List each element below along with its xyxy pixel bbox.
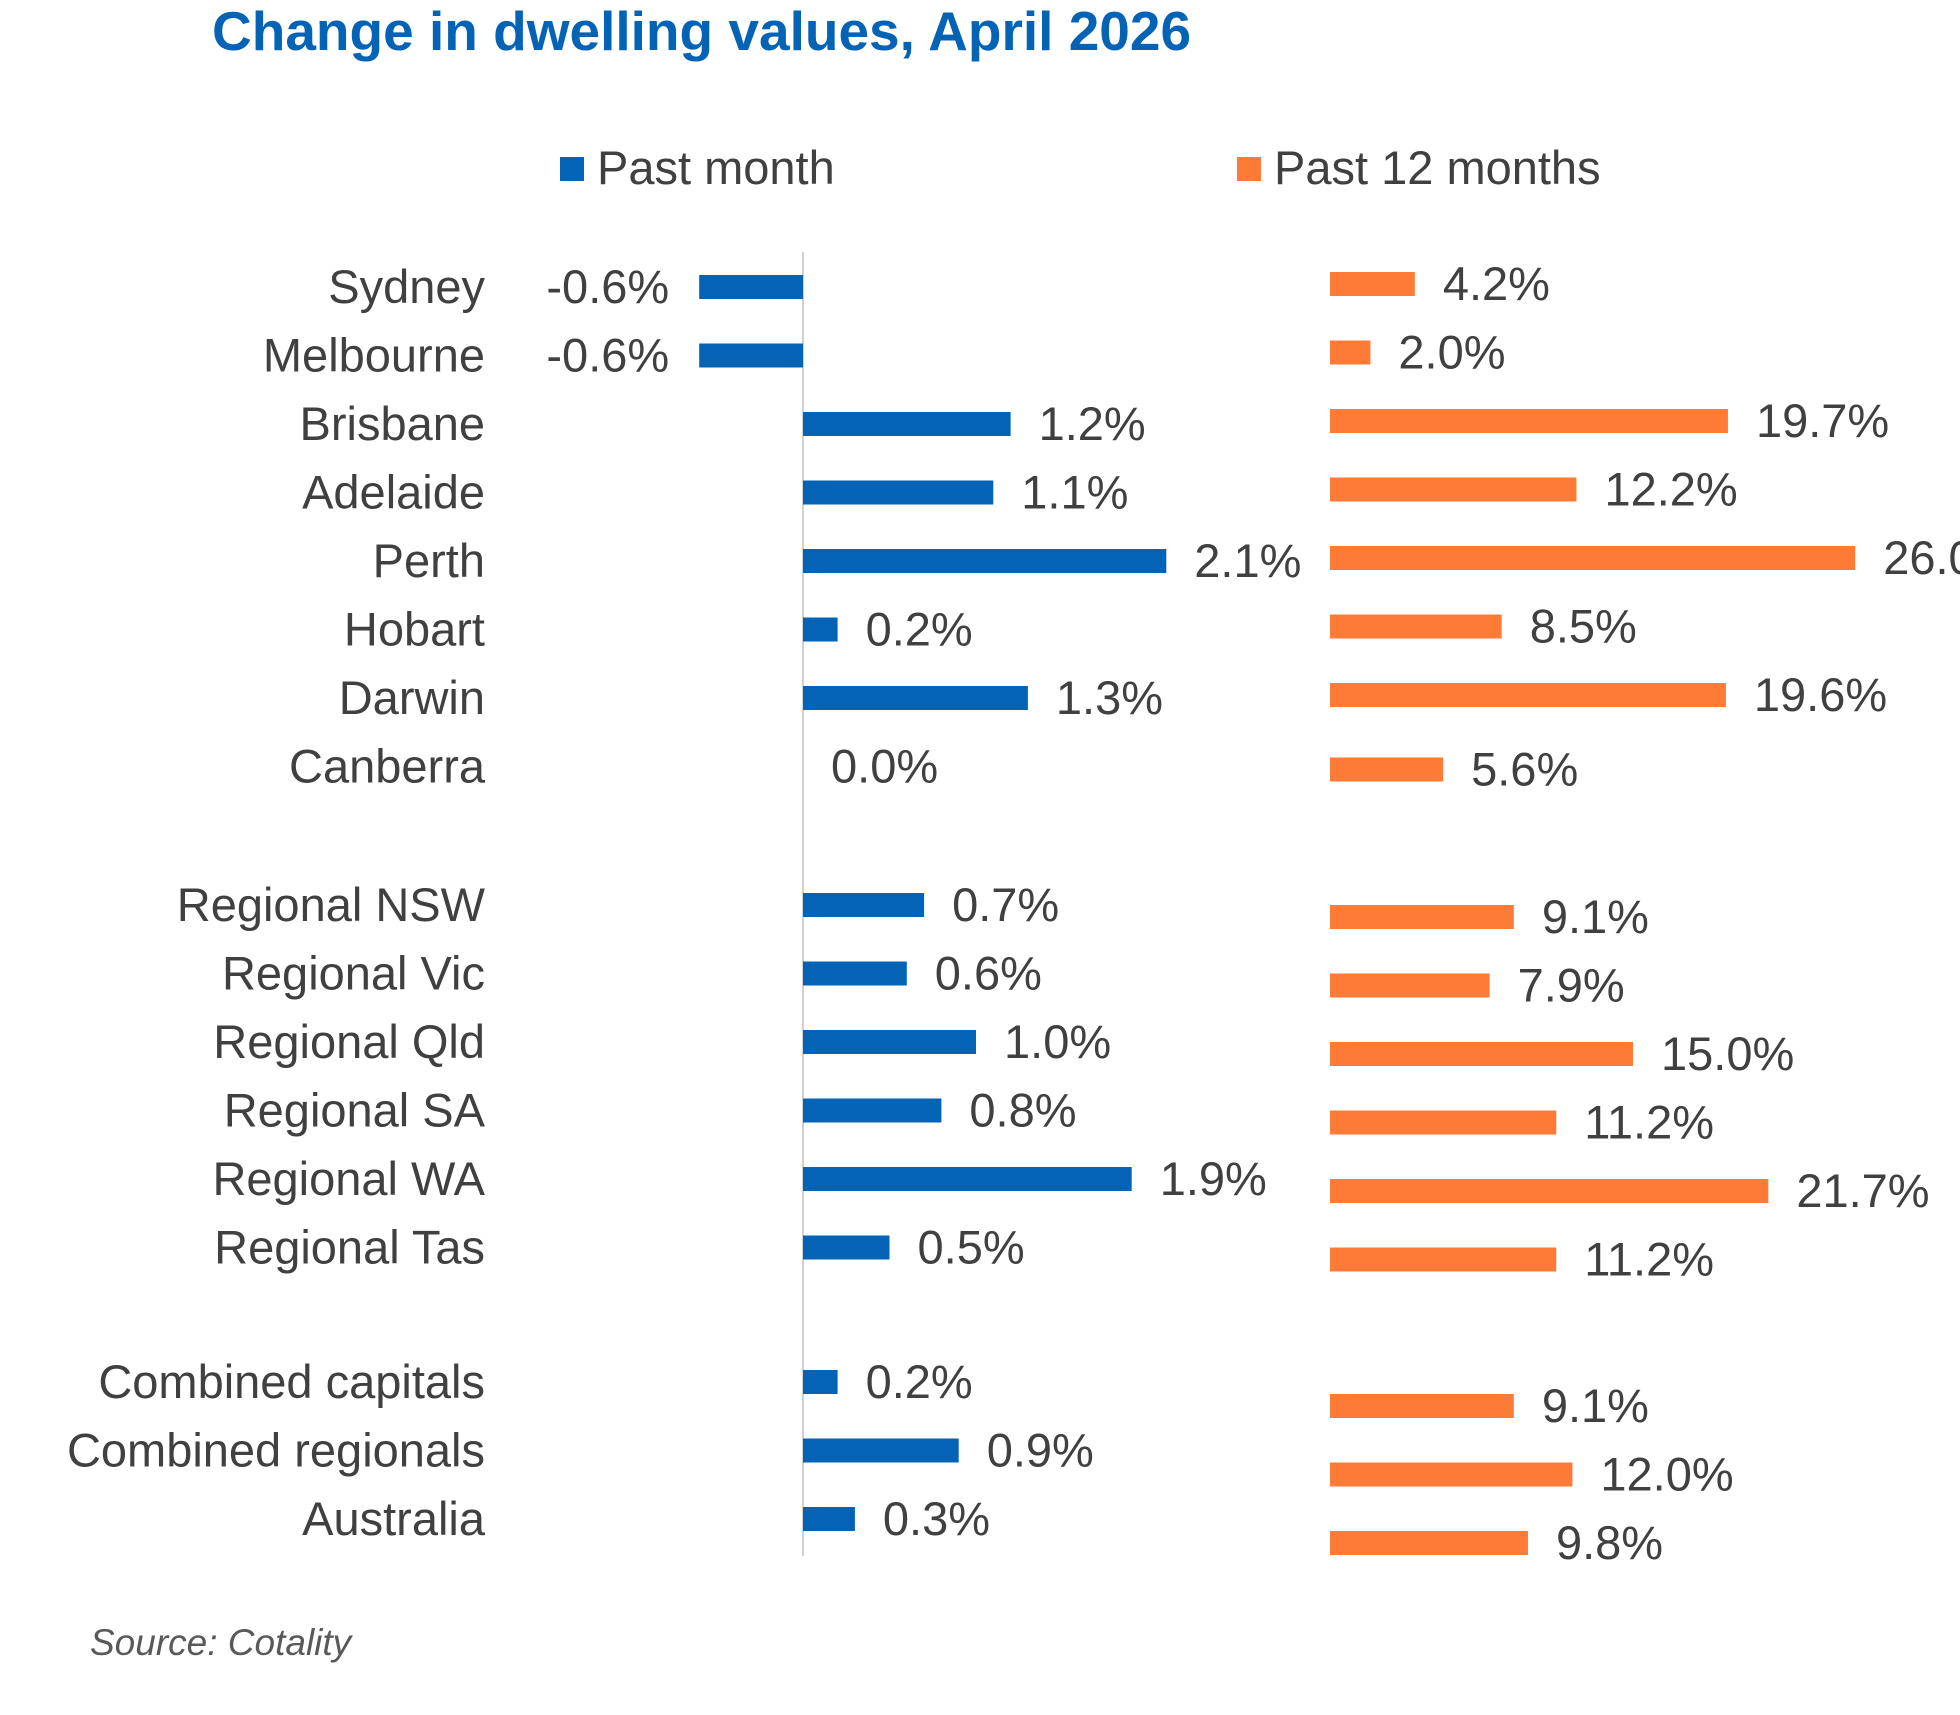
legend-swatch-past-month (560, 157, 584, 181)
bar-past-month-brisbane (803, 412, 1011, 436)
bar-past-month-regional-vic (803, 961, 907, 986)
data-label-past-12-months-darwin: 19.6% (1754, 668, 1887, 721)
bar-past-month-regional-wa (803, 1167, 1132, 1191)
data-label-past-12-months-melbourne: 2.0% (1398, 326, 1505, 379)
category-label-regional-tas: Regional Tas (214, 1221, 485, 1274)
bar-past-12-months-regional-sa (1330, 1110, 1557, 1135)
data-label-past-month-regional-tas: 0.5% (918, 1221, 1025, 1274)
category-label-adelaide: Adelaide (302, 466, 485, 519)
bar-past-month-regional-nsw (803, 893, 925, 917)
category-label-darwin: Darwin (339, 671, 485, 724)
bar-past-month-sydney (699, 275, 803, 299)
data-label-past-12-months-sydney: 4.2% (1443, 257, 1550, 310)
data-label-past-12-months-canberra: 5.6% (1471, 743, 1578, 796)
legend-label-past-12-months: Past 12 months (1274, 141, 1601, 194)
data-label-past-12-months-combined-capitals: 9.1% (1542, 1379, 1649, 1432)
category-label-sydney: Sydney (328, 260, 485, 313)
data-label-past-month-melbourne: -0.6% (546, 329, 669, 382)
data-label-past-month-sydney: -0.6% (546, 260, 669, 313)
bar-past-12-months-regional-nsw (1330, 905, 1514, 929)
bar-past-12-months-perth (1330, 546, 1856, 570)
data-label-past-12-months-regional-vic: 7.9% (1518, 959, 1625, 1012)
category-label-perth: Perth (373, 534, 485, 587)
bar-past-12-months-adelaide (1330, 477, 1577, 502)
bar-past-12-months-regional-tas (1330, 1247, 1557, 1272)
bar-past-month-combined-capitals (803, 1370, 838, 1394)
bar-past-month-regional-qld (803, 1030, 976, 1054)
data-label-past-month-hobart: 0.2% (866, 603, 973, 656)
legend-label-past-month: Past month (597, 141, 835, 194)
bar-past-12-months-brisbane (1330, 409, 1728, 433)
data-label-past-month-combined-regionals: 0.9% (987, 1424, 1094, 1477)
data-label-past-12-months-regional-qld: 15.0% (1661, 1027, 1794, 1080)
data-label-past-month-australia: 0.3% (883, 1492, 990, 1545)
bar-past-month-regional-sa (803, 1098, 942, 1123)
data-label-past-12-months-regional-tas: 11.2% (1584, 1233, 1714, 1286)
bar-past-month-hobart (803, 617, 838, 642)
data-label-past-month-regional-wa: 1.9% (1160, 1152, 1267, 1205)
data-label-past-12-months-australia: 9.8% (1556, 1516, 1663, 1569)
bar-past-12-months-regional-qld (1330, 1042, 1633, 1066)
category-label-regional-wa: Regional WA (212, 1152, 485, 1205)
data-label-past-12-months-regional-wa: 21.7% (1796, 1164, 1929, 1217)
bar-past-month-adelaide (803, 480, 994, 505)
bar-past-12-months-hobart (1330, 614, 1502, 639)
data-label-past-month-regional-sa: 0.8% (969, 1084, 1076, 1137)
bar-past-12-months-melbourne (1330, 340, 1371, 365)
data-label-past-month-perth: 2.1% (1194, 534, 1301, 587)
data-label-past-12-months-brisbane: 19.7% (1756, 394, 1889, 447)
bar-past-month-melbourne (699, 343, 803, 368)
category-label-regional-sa: Regional SA (224, 1084, 486, 1137)
category-label-regional-qld: Regional Qld (213, 1015, 485, 1068)
bar-past-12-months-australia (1330, 1531, 1528, 1555)
category-label-melbourne: Melbourne (263, 329, 485, 382)
bar-past-12-months-sydney (1330, 272, 1415, 296)
category-label-hobart: Hobart (344, 603, 485, 656)
data-label-past-12-months-perth: 26.0% (1883, 531, 1960, 584)
category-label-australia: Australia (302, 1492, 486, 1545)
bar-past-12-months-combined-capitals (1330, 1394, 1514, 1418)
legend-swatch-past-12-months (1237, 157, 1261, 181)
bar-past-month-regional-tas (803, 1235, 890, 1260)
chart-title: Change in dwelling values, April 2026 (212, 0, 1191, 62)
source-note: Source: Cotality (90, 1622, 354, 1663)
data-label-past-month-combined-capitals: 0.2% (866, 1355, 973, 1408)
data-label-past-month-darwin: 1.3% (1056, 671, 1163, 724)
category-label-canberra: Canberra (289, 740, 486, 793)
bar-past-month-perth (803, 549, 1167, 573)
data-label-past-month-regional-nsw: 0.7% (952, 878, 1059, 931)
data-label-past-month-regional-vic: 0.6% (935, 947, 1042, 1000)
bar-past-12-months-darwin (1330, 683, 1726, 707)
bar-past-12-months-regional-wa (1330, 1179, 1769, 1203)
data-label-past-12-months-regional-nsw: 9.1% (1542, 890, 1649, 943)
bar-past-month-darwin (803, 686, 1028, 710)
data-label-past-12-months-adelaide: 12.2% (1604, 463, 1737, 516)
bar-past-month-australia (803, 1507, 855, 1531)
category-label-regional-nsw: Regional NSW (177, 878, 486, 931)
category-label-regional-vic: Regional Vic (222, 947, 485, 1000)
bar-past-month-combined-regionals (803, 1438, 959, 1463)
bar-past-12-months-canberra (1330, 757, 1444, 782)
data-label-past-month-brisbane: 1.2% (1039, 397, 1146, 450)
data-label-past-12-months-regional-sa: 11.2% (1584, 1096, 1714, 1149)
data-label-past-12-months-combined-regionals: 12.0% (1600, 1448, 1733, 1501)
data-label-past-12-months-hobart: 8.5% (1530, 600, 1637, 653)
category-label-brisbane: Brisbane (300, 397, 486, 450)
category-label-combined-capitals: Combined capitals (98, 1355, 485, 1408)
legend: Past month Past 12 months (560, 141, 1601, 194)
category-label-combined-regionals: Combined regionals (67, 1424, 485, 1477)
bar-past-12-months-regional-vic (1330, 973, 1490, 998)
bar-past-12-months-combined-regionals (1330, 1462, 1573, 1487)
plot-area: Sydney -0.6% 4.2% Melbourne -0.6% 2.0% Brisban… (67, 257, 1960, 1569)
data-label-past-month-adelaide: 1.1% (1021, 466, 1128, 519)
data-label-past-month-canberra: 0.0% (831, 740, 938, 793)
data-label-past-month-regional-qld: 1.0% (1004, 1015, 1111, 1068)
